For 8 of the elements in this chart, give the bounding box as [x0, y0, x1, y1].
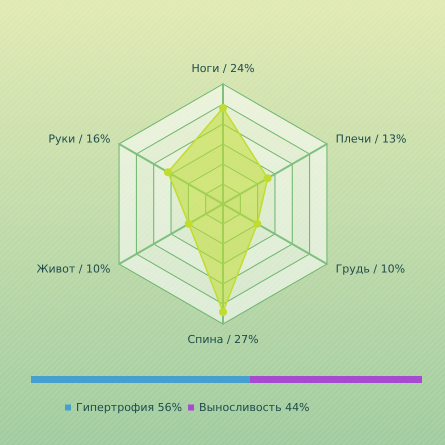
spoke-label: Плечи / 13%	[336, 132, 406, 146]
legend-label: Гипертрофия 56%	[76, 401, 182, 414]
spoke-label: Ноги / 24%	[191, 62, 255, 75]
spoke-label: Грудь / 10%	[336, 262, 406, 276]
spoke-label: Живот / 10%	[36, 262, 110, 276]
spoke-label: Спина / 27%	[187, 333, 259, 346]
spoke-label: Руки / 16%	[48, 132, 110, 146]
legend-label: Выносливость 44%	[199, 401, 310, 414]
